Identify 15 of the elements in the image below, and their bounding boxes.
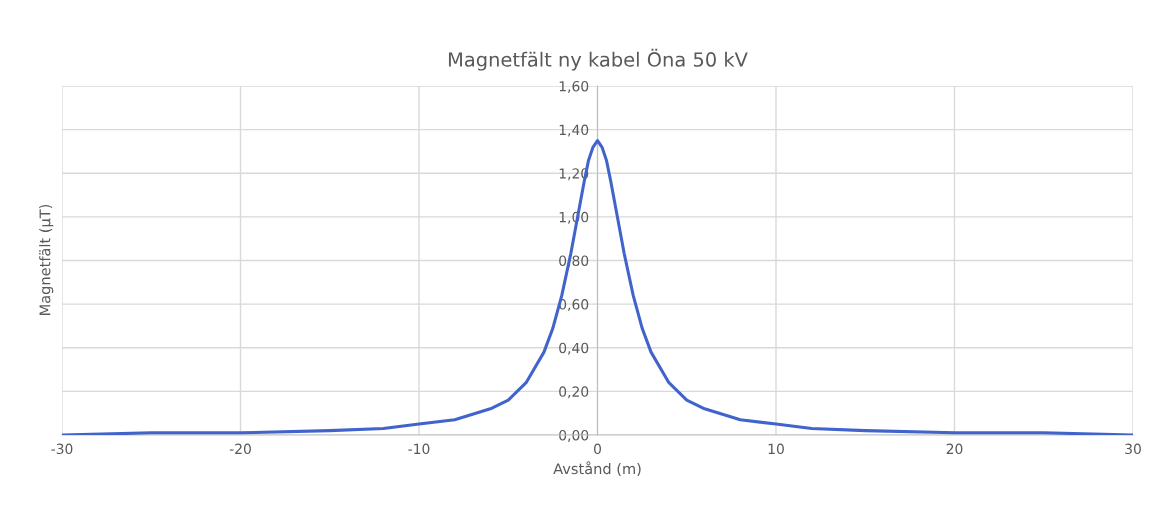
y-tick-label: 0,40 xyxy=(559,342,589,355)
x-axis-title: Avstånd (m) xyxy=(553,461,641,476)
y-axis-title: Magnetfält (µT) xyxy=(39,204,54,315)
x-tick-label: -30 xyxy=(51,443,73,455)
x-tick-label: -10 xyxy=(408,443,430,455)
y-tick-label: 1,60 xyxy=(559,80,589,93)
x-tick-label: 0 xyxy=(594,443,601,455)
x-tick-label: 10 xyxy=(768,443,784,455)
x-tick-label: 20 xyxy=(946,443,963,455)
x-tick-label: -20 xyxy=(229,443,251,455)
y-tick-label: 1,40 xyxy=(559,124,589,137)
y-tick-label: 0,00 xyxy=(559,429,589,442)
x-tick-label: 30 xyxy=(1125,443,1141,455)
chart-title: Magnetfält ny kabel Öna 50 kV xyxy=(448,48,748,71)
y-tick-label: 0,20 xyxy=(559,386,589,399)
